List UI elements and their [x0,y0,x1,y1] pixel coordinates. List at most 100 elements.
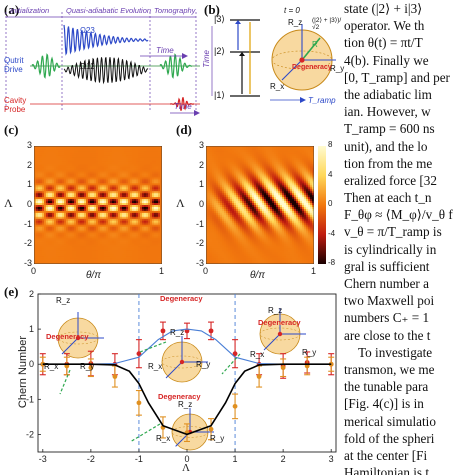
heatmap-cell [100,262,103,264]
heatmap-cell [218,232,221,235]
heatmap-cell [210,199,213,202]
heatmap-cell [94,146,97,149]
heatmap-cell [72,167,75,170]
heatmap-cell [234,195,237,198]
heatmap-cell [134,216,137,220]
heatmap-cell [86,208,89,212]
heatmap-cell [136,238,139,241]
heatmap-cell [242,212,245,216]
heatmap-cell [158,153,161,157]
heatmap-cell [80,165,83,169]
heatmap-cell [64,248,67,251]
heatmap-cell [60,146,63,149]
heatmap-cell [156,177,159,180]
heatmap-cell [122,199,125,202]
heatmap-cell [216,248,219,251]
heatmap-cell [238,262,241,264]
heatmap-cell [136,161,139,165]
heatmap-cell [234,171,237,174]
heatmap-cell [96,161,99,165]
heatmap-cell [48,214,51,218]
heatmap-cell [120,218,123,222]
heatmap-cell [226,161,229,165]
heatmap-cell [218,234,221,237]
heatmap-cell [220,236,223,239]
heatmap-cell [138,232,141,235]
heatmap-cell [148,228,151,231]
heatmap-cell [98,181,101,184]
heatmap-cell [94,248,97,251]
heatmap-cell [96,246,99,249]
heatmap-cell [46,226,49,229]
heatmap-cell [124,246,127,249]
heatmap-cell [120,161,123,165]
heatmap-cell [50,246,53,249]
heatmap-cell [120,201,123,204]
heatmap-cell [156,262,159,264]
heatmap-cell [62,153,65,157]
heatmap-cell [100,236,103,239]
heatmap-cell [152,240,155,243]
heatmap-cell [222,238,225,241]
heatmap-cell [240,214,243,218]
heatmap-cell [242,149,245,153]
heatmap-cell [224,206,227,210]
heatmap-cell [60,201,63,204]
heatmap-cell [110,258,113,261]
heatmap-cell [88,260,91,263]
heatmap-cell [240,153,243,157]
heatmap-cell [218,203,221,206]
heatmap-cell [224,159,227,163]
heatmap-cell [64,224,67,228]
heatmap-cell [124,262,127,264]
heatmap-cell [44,183,47,186]
heatmap-cell [132,199,135,202]
heatmap-cell [108,175,111,178]
heatmap-cell [152,214,155,218]
heatmap-cell [98,171,101,174]
heatmap-cell [126,242,129,245]
heatmap-cell [112,228,115,231]
heatmap-cell [96,197,99,200]
heatmap-cell [44,197,47,200]
heatmap-cell [56,234,59,237]
heatmap-cell [64,238,67,241]
heatmap-cell [230,212,233,216]
heatmap-cell [50,250,53,253]
heatmap-cell [58,258,61,261]
heatmap-cell [228,240,231,243]
heatmap-cell [150,187,153,190]
heatmap-cell [48,146,51,149]
heatmap-cell [66,216,69,220]
heatmap-cell [66,193,69,196]
heatmap-cell [68,244,71,247]
heatmap-cell [64,244,67,247]
heatmap-cell [114,167,117,170]
heatmap-cell [220,173,223,176]
heatmap-cell [38,212,41,216]
heatmap-cell [74,246,77,249]
heatmap-cell [92,228,95,231]
heatmap-cell [152,175,155,178]
heatmap-cell [114,246,117,249]
heatmap-cell [80,232,83,235]
heatmap-cell [100,244,103,247]
heatmap-cell [208,232,211,235]
heatmap-cell [72,165,75,169]
heatmap-cell [98,187,101,190]
heatmap-cell [86,185,89,188]
heatmap-cell [158,151,161,155]
heatmap-cell [212,220,215,224]
heatmap-cell [130,189,133,192]
heatmap-cell [156,146,159,149]
heatmap-cell [148,220,151,224]
heatmap-cell [58,173,61,176]
heatmap-cell [60,256,63,259]
heatmap-cell [66,153,69,157]
heatmap-cell [228,183,231,186]
heatmap-cell [86,230,89,233]
heatmap-cell [80,205,83,208]
heatmap-cell [48,208,51,212]
heatmap-cell [72,252,75,255]
heatmap-cell [90,216,93,220]
